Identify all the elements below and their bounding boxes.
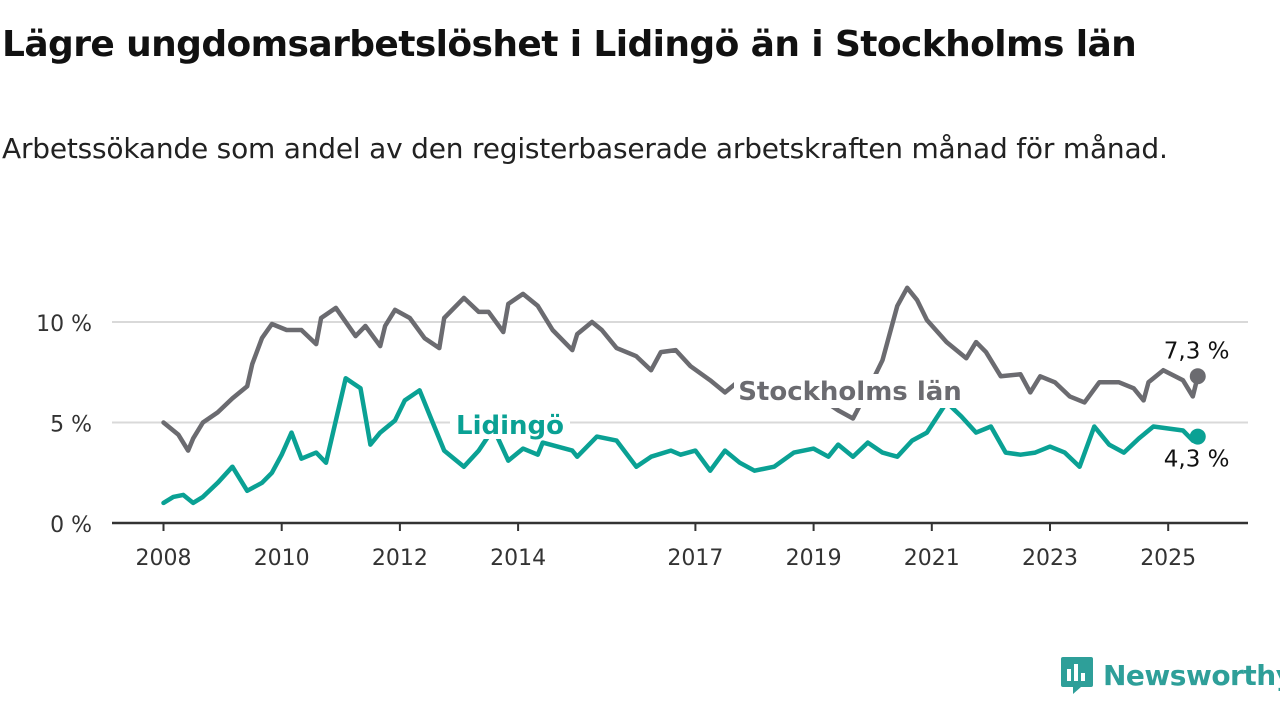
- x-tick-label: 2025: [1140, 546, 1196, 571]
- series-name-label-stockholm: Stockholms län: [738, 377, 962, 407]
- series-lines: [161, 285, 1206, 506]
- x-tick-label: 2017: [667, 546, 723, 571]
- series-label-bg: [450, 405, 570, 439]
- series-end-label-stockholm: 7,3 %: [1164, 338, 1230, 364]
- series-end-label-lidingo: 4,3 %: [1164, 447, 1230, 473]
- series-endpoint-stockholm: [1189, 368, 1206, 385]
- brand-logo: Newsworthy: [1059, 654, 1280, 696]
- chart-title: Lägre ungdomsarbetslöshet i Lidingö än i…: [2, 24, 1137, 65]
- brand-name: Newsworthy: [1103, 658, 1280, 692]
- line-chart: 0 %5 %10 % 2008 2010 2012 2014 2017 2019 2021 2…: [36, 285, 1248, 571]
- y-tick-label: 5 %: [50, 413, 92, 438]
- series-labels: 7,3 % Stockholms län 4,3 % Lidingö: [450, 338, 1230, 473]
- x-tick-label: 2014: [490, 546, 546, 571]
- x-tick-label: 2012: [372, 546, 428, 571]
- series-label-bg: [734, 374, 966, 408]
- x-tick-label: 2023: [1022, 546, 1078, 571]
- chart-subtitle: Arbetssökande som andel av den registerb…: [2, 132, 1168, 165]
- x-tick-label: 2010: [254, 546, 310, 571]
- x-tick-label: 2019: [786, 546, 842, 571]
- grid-lines: [112, 321, 1248, 424]
- y-tick-label: 0 %: [50, 513, 92, 538]
- series-endpoint-lidingo: [1189, 428, 1206, 445]
- series-line-lidingo: [161, 376, 1201, 506]
- x-tick-label: 2021: [904, 546, 960, 571]
- x-tick-label: 2008: [136, 546, 192, 571]
- y-axis-ticks: 0 % 5 % 10 %: [36, 312, 92, 538]
- x-axis: 2008 2010 2012 2014 2017 2019 2021 2023 2025: [112, 521, 1248, 571]
- newsworthy-logo-icon: [1061, 657, 1093, 694]
- y-tick-label: 10 %: [36, 312, 92, 337]
- series-line-stockholm: [161, 285, 1201, 453]
- series-name-label-lidingo: Lidingö: [456, 411, 564, 441]
